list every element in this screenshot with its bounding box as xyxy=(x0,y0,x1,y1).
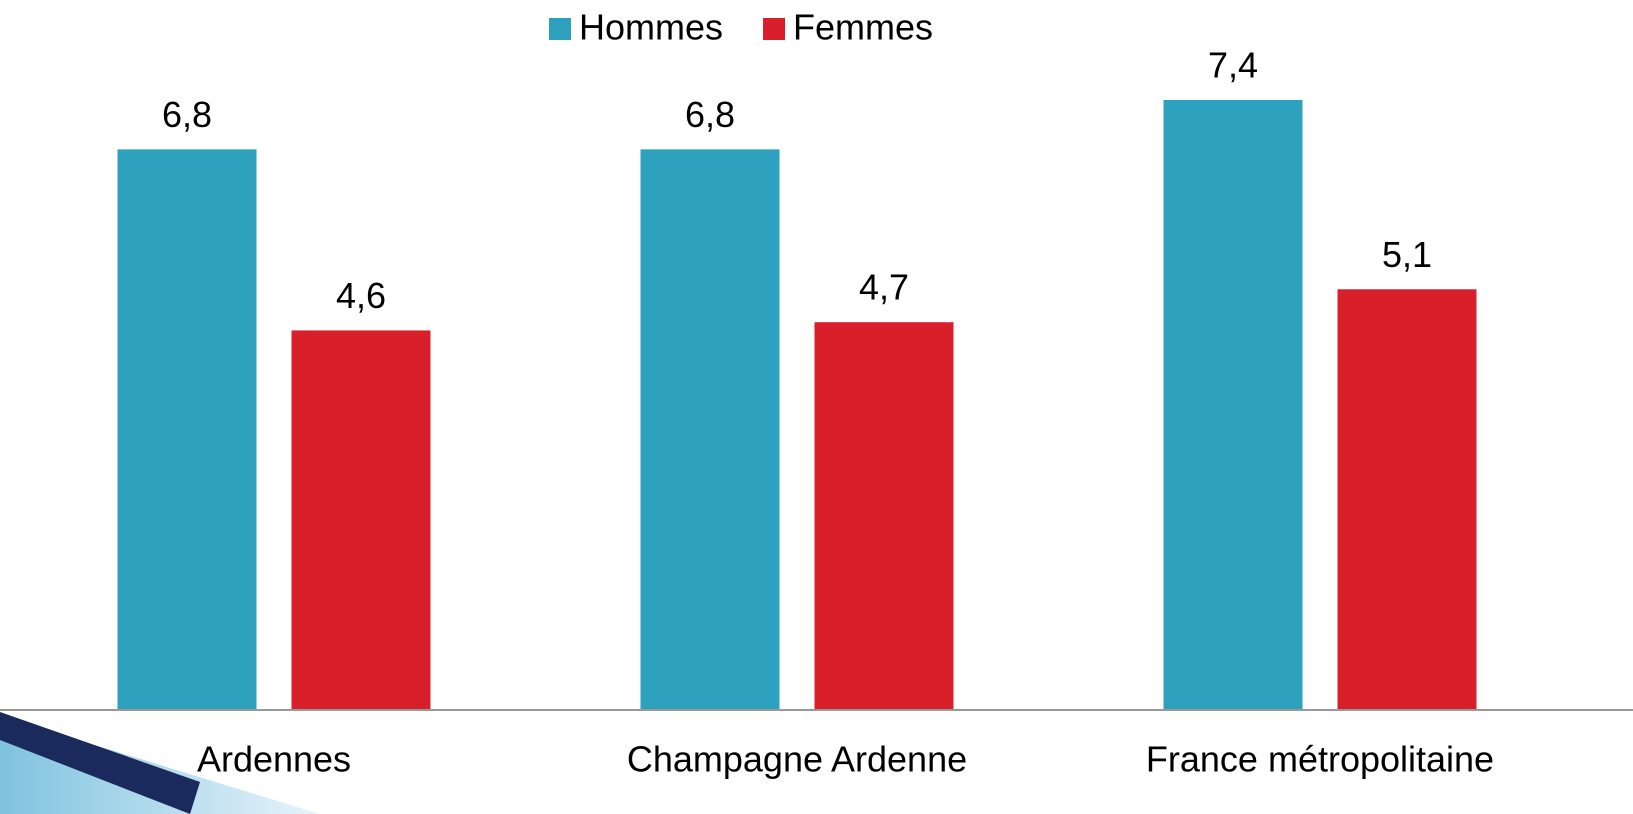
value-label: 7,4 xyxy=(1208,45,1258,86)
bar xyxy=(1163,100,1303,709)
x-tick-label: France métropolitaine xyxy=(1146,739,1494,780)
bar xyxy=(1337,289,1477,709)
decoration-arrow xyxy=(0,712,200,814)
x-tick-label: Champagne Ardenne xyxy=(627,739,967,780)
legend-swatch xyxy=(763,18,786,40)
legend-label: Femmes xyxy=(793,7,933,48)
value-label: 6,8 xyxy=(162,94,212,135)
legend-label: Hommes xyxy=(579,7,723,48)
value-label: 4,7 xyxy=(859,267,909,308)
x-tick-label: Ardennes xyxy=(197,739,351,780)
value-label: 5,1 xyxy=(1382,234,1432,275)
bar xyxy=(640,149,780,710)
legend-swatch xyxy=(549,18,571,40)
bar xyxy=(291,330,431,709)
value-label: 4,6 xyxy=(336,275,386,316)
bar xyxy=(814,322,954,709)
value-label: 6,8 xyxy=(685,94,735,135)
bar xyxy=(117,149,257,710)
